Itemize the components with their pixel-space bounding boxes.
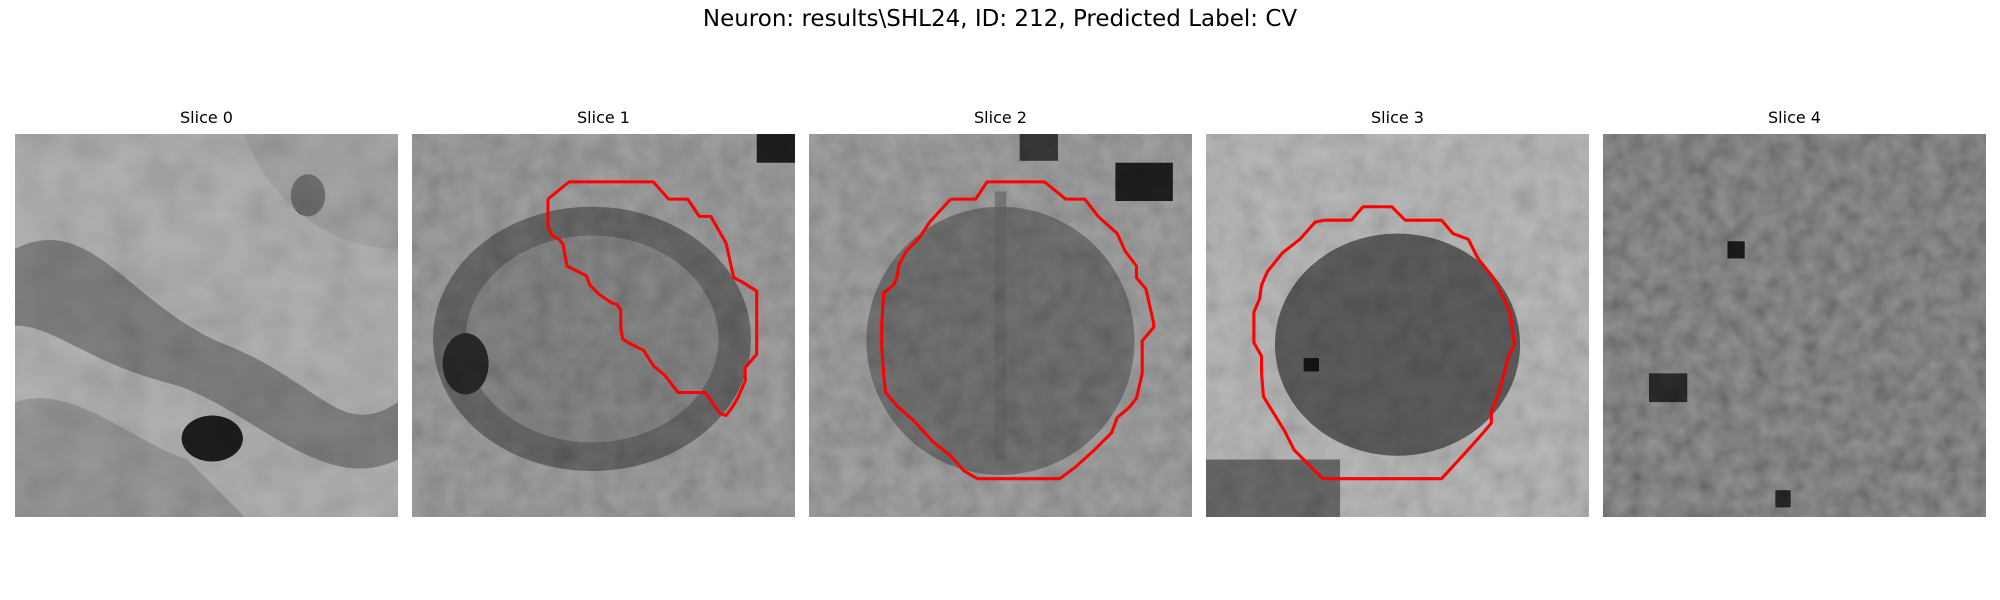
figure-title: Neuron: results\SHL24, ID: 212, Predicte… — [702, 6, 1298, 32]
slice-title: Slice 0 — [180, 108, 233, 127]
slice-image-4 — [1603, 134, 1986, 517]
slice-image-3 — [1206, 134, 1589, 517]
slice-title: Slice 4 — [1768, 108, 1821, 127]
slice-image-0 — [15, 134, 398, 517]
slice-image-2 — [809, 134, 1192, 517]
slice-title: Slice 1 — [577, 108, 630, 127]
slice-title: Slice 2 — [974, 108, 1027, 127]
contour — [1252, 205, 1516, 481]
contour — [546, 180, 759, 418]
contour — [880, 180, 1156, 481]
slice-title: Slice 3 — [1371, 108, 1424, 127]
slice-image-1 — [412, 134, 795, 517]
